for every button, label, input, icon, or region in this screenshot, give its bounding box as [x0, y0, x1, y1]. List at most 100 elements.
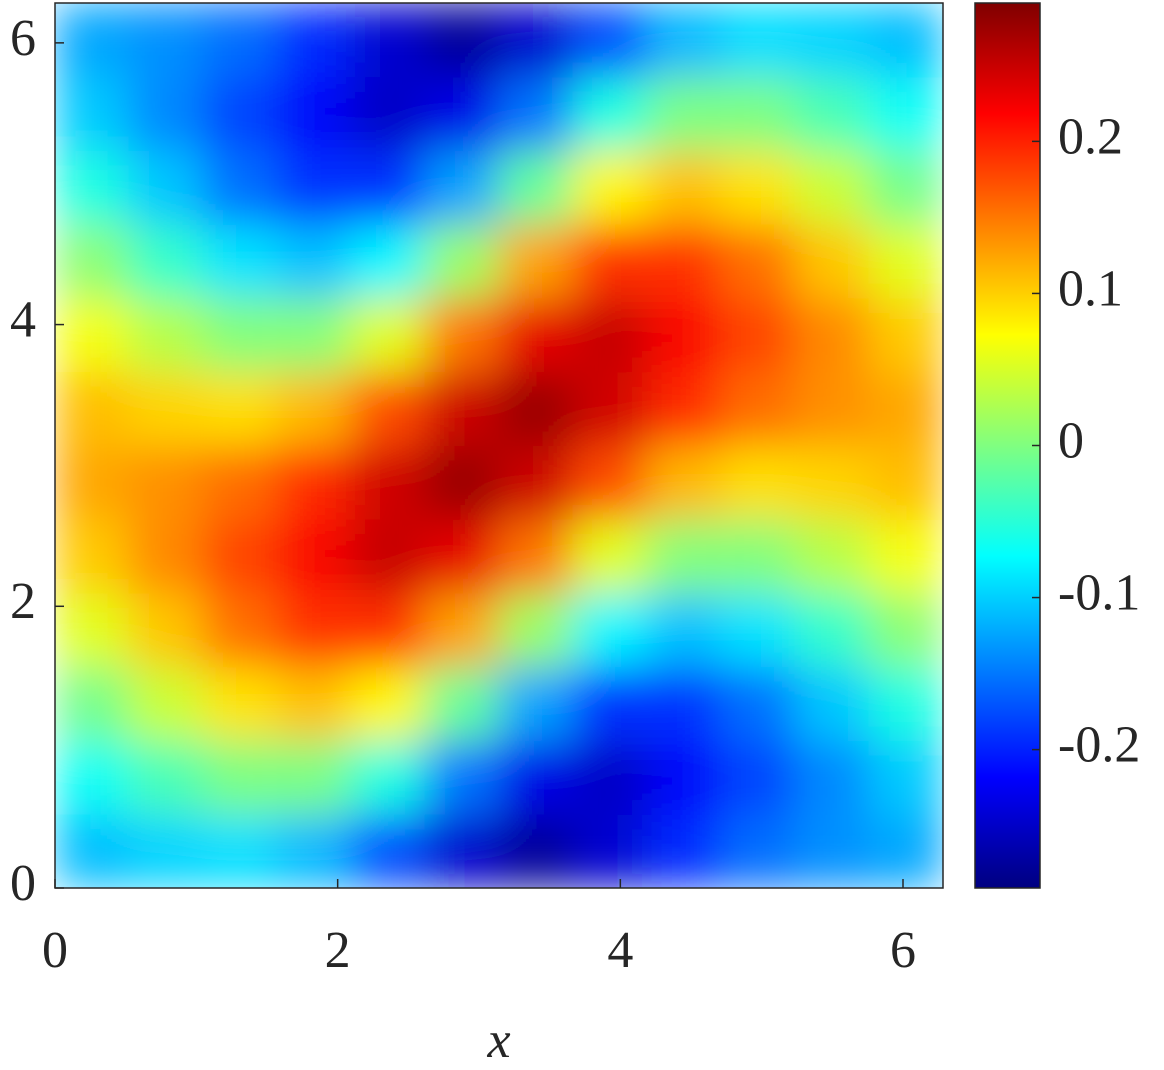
heatmap-cell — [128, 76, 204, 151]
heatmap-cell — [276, 518, 352, 594]
y-tick-label: 2 — [10, 573, 36, 630]
heatmap-cell — [276, 150, 352, 225]
heatmap-cell — [794, 150, 870, 225]
heatmap-cell — [128, 813, 204, 888]
heatmap-cell — [720, 518, 796, 594]
heatmap-cell — [498, 371, 574, 446]
heatmap-cell — [55, 518, 130, 594]
heatmap-cell — [128, 371, 204, 446]
heatmap-cell — [55, 371, 130, 446]
heatmap-cell — [794, 445, 870, 520]
heatmap-cell — [424, 371, 500, 446]
heatmap-cell — [868, 666, 943, 741]
heatmap-cell — [572, 518, 648, 594]
plot-frame — [54, 2, 944, 889]
colorbar-tick-label: -0.2 — [1058, 717, 1140, 774]
heatmap-cell — [720, 592, 796, 668]
heatmap-cell — [202, 3, 278, 78]
heatmap-cell — [55, 592, 130, 668]
heatmap-cell — [498, 592, 574, 668]
heatmap-cell — [55, 297, 130, 373]
heatmap-cell — [202, 297, 278, 373]
colorbar — [974, 2, 1041, 889]
heatmap-cell — [646, 150, 722, 225]
heatmap-cell — [868, 740, 943, 815]
heatmap-cell — [868, 518, 943, 594]
heatmap-cell — [720, 3, 796, 78]
heatmap-cell — [720, 445, 796, 520]
heatmap-cell — [720, 150, 796, 225]
heatmap-cell — [202, 518, 278, 594]
heatmap-cell — [55, 813, 130, 888]
heatmap-cell — [794, 813, 870, 888]
heatmap-cell — [350, 592, 426, 668]
heatmap-cell — [572, 223, 648, 299]
heatmap-cell — [794, 3, 870, 78]
heatmap-cell — [572, 76, 648, 151]
heatmap-cell — [350, 740, 426, 815]
heatmap-cell — [868, 223, 943, 299]
heatmap-cell — [128, 666, 204, 741]
heatmap-cell — [572, 813, 648, 888]
heatmap-cells — [55, 3, 943, 888]
heatmap-cell — [350, 223, 426, 299]
heatmap-cell — [55, 150, 130, 225]
heatmap-cell — [498, 445, 574, 520]
heatmap-cell — [720, 813, 796, 888]
heatmap-cell — [498, 3, 574, 78]
heatmap-cell — [276, 592, 352, 668]
heatmap-cell — [868, 297, 943, 373]
heatmap-cell — [350, 813, 426, 888]
heatmap-cell — [350, 150, 426, 225]
heatmap-cell — [572, 297, 648, 373]
heatmap-cell — [202, 813, 278, 888]
heatmap-cell — [794, 223, 870, 299]
heatmap-cell — [572, 666, 648, 741]
heatmap-cell — [572, 371, 648, 446]
heatmap-cell — [868, 3, 943, 78]
y-tick-label: 6 — [10, 10, 36, 67]
heatmap-cell — [646, 297, 722, 373]
heatmap-cell — [720, 223, 796, 299]
heatmap-cell — [498, 740, 574, 815]
heatmap-cell — [55, 76, 130, 151]
heatmap-cell — [202, 666, 278, 741]
heatmap-cell — [202, 76, 278, 151]
heatmap-cell — [276, 666, 352, 741]
colorbar-tick-label: -0.1 — [1058, 564, 1140, 621]
heatmap-cell — [350, 76, 426, 151]
heatmap-cell — [128, 3, 204, 78]
heatmap-cell — [128, 297, 204, 373]
heatmap-cell — [424, 223, 500, 299]
heatmap-cell — [276, 223, 352, 299]
heatmap-cell — [572, 445, 648, 520]
heatmap-cell — [498, 223, 574, 299]
heatmap-cell — [202, 223, 278, 299]
heatmap-cell — [128, 740, 204, 815]
heatmap-cell — [498, 813, 574, 888]
heatmap-cell — [646, 813, 722, 888]
heatmap-cell — [646, 223, 722, 299]
heatmap-cell — [498, 297, 574, 373]
heatmap-cell — [55, 445, 130, 520]
colorbar-tick-label: 0.1 — [1058, 260, 1123, 317]
heatmap-cell — [646, 371, 722, 446]
heatmap-cell — [350, 297, 426, 373]
heatmap-cell — [350, 3, 426, 78]
x-tick-label: 6 — [890, 922, 916, 979]
heatmap-cell — [498, 666, 574, 741]
heatmap-cell — [424, 740, 500, 815]
heatmap-cell — [202, 371, 278, 446]
heatmap-cell — [350, 445, 426, 520]
heatmap-cell — [424, 297, 500, 373]
heatmap-cell — [868, 813, 943, 888]
heatmap-cell — [55, 223, 130, 299]
heatmap-cell — [794, 297, 870, 373]
heatmap-cell — [794, 666, 870, 741]
colorbar-tick-label: 0.2 — [1058, 108, 1123, 165]
heatmap-cell — [202, 592, 278, 668]
heatmap-cell — [128, 150, 204, 225]
heatmap-cell — [646, 76, 722, 151]
x-tick-label: 2 — [325, 922, 351, 979]
heatmap-cell — [498, 76, 574, 151]
